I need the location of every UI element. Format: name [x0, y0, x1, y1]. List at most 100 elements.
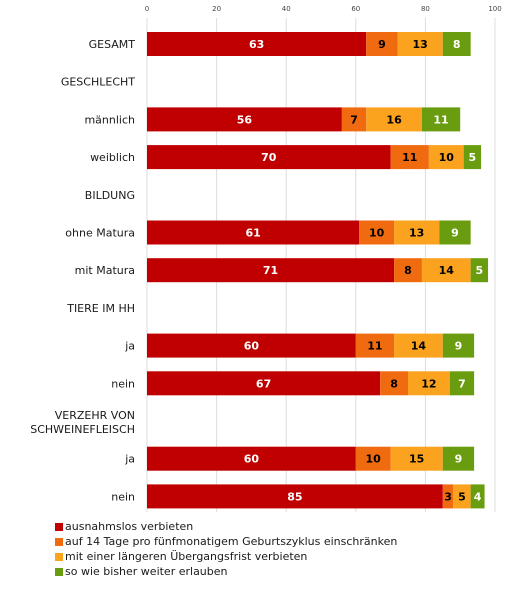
- data-label: 15: [409, 453, 424, 466]
- bar-segment: [341, 107, 367, 132]
- bar-segment: [147, 258, 395, 283]
- data-label: 9: [455, 453, 463, 466]
- data-label: 71: [263, 264, 278, 277]
- bar-segment: [359, 220, 395, 245]
- bar-segment: [147, 333, 356, 358]
- category-label: nein: [111, 377, 135, 390]
- category-label: SCHWEINEFLEISCH: [30, 423, 135, 436]
- category-label: männlich: [84, 113, 135, 126]
- bar-segment: [366, 107, 422, 132]
- data-label: 70: [261, 151, 277, 164]
- legend-label: auf 14 Tage pro fünfmonatigem Geburtszyk…: [65, 535, 398, 548]
- bar-segment: [439, 220, 471, 245]
- bar-segment: [428, 145, 464, 170]
- data-label: 60: [244, 453, 260, 466]
- bar-segment: [463, 145, 482, 170]
- legend-label: so wie bisher weiter erlauben: [65, 565, 228, 578]
- data-label: 10: [369, 227, 385, 240]
- legend-swatch: [55, 568, 63, 576]
- bar-segment: [394, 333, 443, 358]
- legend-item: auf 14 Tage pro fünfmonatigem Geburtszyk…: [55, 534, 397, 549]
- data-label: 14: [439, 264, 455, 277]
- legend: ausnahmslos verbieten auf 14 Tage pro fü…: [55, 519, 397, 579]
- data-label: 85: [287, 490, 302, 503]
- bar-segment: [470, 484, 485, 509]
- x-tick-label: 80: [421, 5, 430, 13]
- category-label: GESAMT: [89, 38, 136, 51]
- bar-segment: [442, 446, 475, 471]
- legend-item: mit einer längeren Übergangsfrist verbie…: [55, 549, 397, 564]
- data-label: 5: [458, 490, 466, 503]
- bar-segment: [442, 32, 471, 56]
- category-label: VERZEHR VON: [55, 409, 135, 422]
- x-tick-label: 60: [351, 5, 360, 13]
- bar-segment: [147, 32, 367, 56]
- stacked-bar-chart: 0 20 40 60 80 100 GESAMT 63 9 13 8 GESCHLECHT männli…: [30, 5, 502, 512]
- data-label: 11: [433, 113, 448, 126]
- bar-segment: [355, 446, 391, 471]
- bar-segment: [366, 32, 398, 56]
- data-label: 7: [350, 113, 358, 126]
- legend-label: ausnahmslos verbieten: [65, 520, 194, 533]
- bar-segment: [147, 145, 391, 170]
- data-label: 5: [476, 264, 484, 277]
- category-label: BILDUNG: [85, 189, 135, 202]
- bar-segment: [470, 258, 489, 283]
- category-label: ja: [124, 453, 135, 466]
- bar-segment: [147, 371, 381, 396]
- data-label: 4: [474, 490, 482, 503]
- data-label: 8: [404, 264, 412, 277]
- legend-label: mit einer längeren Übergangsfrist verbie…: [65, 550, 308, 563]
- data-label: 3: [444, 490, 452, 503]
- data-label: 10: [439, 151, 455, 164]
- bar-segment: [442, 484, 454, 509]
- bar-segment: [394, 258, 422, 283]
- category-label: nein: [111, 490, 135, 503]
- bar-segment: [147, 220, 360, 245]
- x-tick-label: 0: [145, 5, 149, 13]
- data-label: 13: [413, 38, 428, 51]
- data-label: 13: [409, 227, 424, 240]
- category-label: ohne Matura: [65, 227, 135, 240]
- data-label: 9: [455, 340, 463, 353]
- legend-item: ausnahmslos verbieten: [55, 519, 397, 534]
- bar-segment: [380, 371, 408, 396]
- bar-segment: [449, 371, 475, 396]
- bar-segment: [408, 371, 450, 396]
- data-label: 7: [458, 377, 466, 390]
- x-tick-label: 20: [212, 5, 221, 13]
- data-label: 63: [249, 38, 264, 51]
- bar-segment: [147, 484, 443, 509]
- data-label: 11: [402, 151, 417, 164]
- data-label: 16: [386, 113, 402, 126]
- category-label: ja: [124, 340, 135, 353]
- data-label: 9: [378, 38, 386, 51]
- data-label: 12: [421, 377, 436, 390]
- bar-segment: [397, 32, 443, 56]
- bar-segment: [453, 484, 471, 509]
- category-label: TIERE IM HH: [66, 302, 135, 315]
- data-label: 67: [256, 377, 271, 390]
- data-label: 56: [237, 113, 253, 126]
- bar-segment: [147, 446, 356, 471]
- data-label: 5: [469, 151, 477, 164]
- bar-segment: [147, 107, 342, 132]
- data-label: 8: [453, 38, 461, 51]
- category-label: mit Matura: [75, 264, 135, 277]
- data-label: 9: [451, 227, 459, 240]
- legend-swatch: [55, 523, 63, 531]
- data-label: 11: [367, 340, 382, 353]
- data-label: 10: [366, 453, 382, 466]
- bar-segment: [442, 333, 475, 358]
- bar-segment: [390, 446, 443, 471]
- category-label: weiblich: [90, 151, 135, 164]
- legend-item: so wie bisher weiter erlauben: [55, 564, 397, 579]
- bar-segment: [390, 145, 429, 170]
- data-label: 14: [411, 340, 427, 353]
- data-label: 61: [245, 227, 260, 240]
- bar-segment: [421, 258, 471, 283]
- legend-swatch: [55, 538, 63, 546]
- data-label: 60: [244, 340, 260, 353]
- bar-segment: [421, 107, 461, 132]
- bar-segment: [394, 220, 440, 245]
